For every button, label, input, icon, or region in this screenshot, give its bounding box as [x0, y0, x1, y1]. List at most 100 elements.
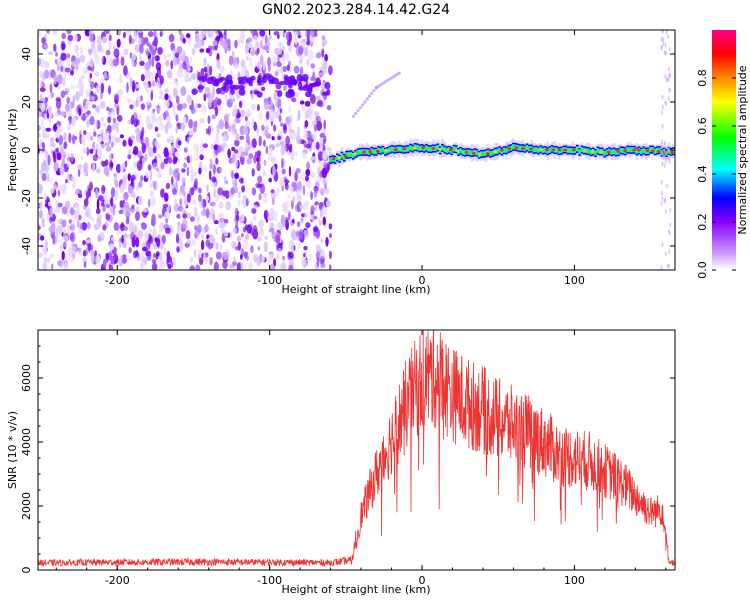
noise-speck: [228, 125, 232, 132]
noise-speck: [153, 30, 157, 38]
signal-peak: [616, 150, 620, 153]
noise-speck: [239, 177, 244, 184]
noise-speck: [220, 229, 226, 234]
noise-speck: [248, 153, 254, 160]
noise-speck: [39, 87, 46, 93]
noise-speck: [251, 168, 255, 177]
noise-speck: [174, 151, 180, 158]
noise-speck: [60, 52, 67, 61]
noise-speck: [66, 96, 70, 104]
noise-speck: [118, 209, 123, 215]
noise-speck: [185, 230, 191, 240]
faint-trace-dot: [397, 71, 401, 75]
noise-speck: [41, 217, 45, 228]
noise-speck: [306, 161, 310, 170]
noise-speck: [200, 104, 207, 115]
noise-speck: [90, 81, 95, 90]
snr-ytick-label: 0: [20, 567, 33, 574]
noise-speck: [154, 126, 159, 132]
noise-speck: [96, 35, 102, 45]
noise-speck: [668, 159, 671, 164]
noise-speck: [165, 182, 171, 190]
noise-speck: [150, 196, 156, 207]
noise-speck: [660, 265, 663, 270]
noise-speck: [279, 177, 285, 187]
noise-speck: [258, 135, 262, 147]
noise-speck: [305, 109, 310, 119]
noise-speck: [250, 46, 256, 52]
noise-speck: [71, 116, 76, 128]
noise-speck: [213, 261, 219, 270]
noise-speck: [305, 222, 311, 229]
signal-inner: [512, 145, 515, 149]
noise-speck: [216, 87, 222, 95]
noise-speck: [266, 125, 269, 131]
noise-speck: [113, 93, 120, 101]
noise-speck: [147, 70, 152, 78]
noise-speck: [285, 135, 291, 146]
noise-speck: [294, 171, 298, 182]
noise-speck: [108, 41, 112, 51]
noise-speck: [88, 30, 94, 35]
noise-speck: [85, 239, 92, 244]
noise-speck: [67, 34, 74, 41]
noise-speck: [664, 251, 667, 257]
signal-peak: [544, 148, 549, 152]
noise-speck: [256, 150, 262, 157]
noise-speck: [237, 241, 241, 251]
noise-speck: [89, 58, 94, 68]
faint-trace-dot: [374, 86, 378, 90]
noise-speck: [225, 180, 229, 185]
noise-speck: [150, 48, 157, 56]
noise-speck: [230, 94, 234, 100]
noise-speck: [119, 134, 125, 139]
noise-speck: [182, 218, 188, 230]
noise-speck: [270, 189, 275, 194]
noise-speck: [243, 126, 249, 136]
noise-speck: [183, 116, 187, 123]
noise-speck: [233, 256, 236, 264]
noise-speck: [198, 194, 202, 202]
noise-speck: [218, 119, 225, 130]
noise-speck: [669, 222, 672, 228]
noise-speck: [130, 114, 135, 125]
noise-speck: [43, 113, 47, 120]
noise-speck: [321, 48, 325, 58]
noise-speck: [661, 161, 664, 167]
noise-speck: [108, 34, 112, 42]
noise-speck: [111, 126, 115, 132]
noise-speck: [72, 134, 76, 145]
noise-speck: [132, 180, 135, 190]
noise-speck: [156, 107, 160, 113]
noise-speck: [49, 110, 53, 120]
noise-speck: [84, 104, 89, 112]
noise-speck: [236, 235, 241, 242]
noise-speck: [74, 44, 79, 53]
noise-speck: [148, 236, 154, 245]
noise-speck: [158, 214, 163, 219]
faint-trace-dot: [381, 81, 385, 85]
noise-speck: [203, 165, 208, 172]
noise-speck: [81, 134, 85, 145]
noise-speck: [288, 31, 292, 43]
noise-speck: [136, 83, 140, 89]
noise-speck: [102, 205, 106, 212]
signal-inner: [468, 151, 472, 154]
noise-speck: [66, 53, 71, 59]
noise-speck: [201, 30, 207, 39]
noise-speck: [107, 116, 111, 124]
noise-speck: [202, 143, 208, 149]
noise-speck: [87, 110, 92, 116]
noise-speck: [61, 250, 65, 261]
noise-speck: [114, 103, 119, 109]
noise-speck: [63, 131, 67, 141]
noise-speck: [204, 224, 209, 233]
signal-inner: [509, 146, 513, 150]
noise-speck: [89, 72, 93, 79]
noise-speck: [296, 181, 303, 192]
noise-speck: [291, 97, 297, 103]
noise-speck: [94, 71, 100, 77]
noise-speck: [131, 60, 135, 67]
noise-speck: [252, 215, 257, 221]
